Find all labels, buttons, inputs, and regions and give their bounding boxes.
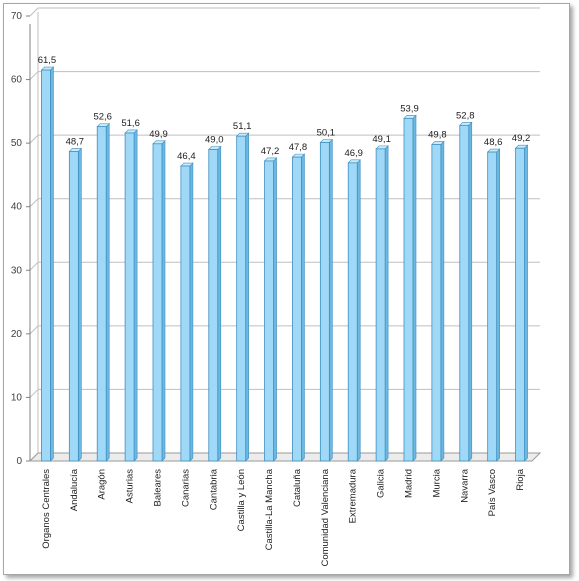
y-tick-label: 70: [11, 11, 23, 22]
category-label: Rioja: [515, 468, 526, 490]
bar-side: [496, 148, 500, 462]
bar: [264, 160, 274, 462]
category-label: Murcia: [431, 468, 442, 497]
data-labels: 61,5 48,7 52,6 51,6 49,9 46,4 49,0 51,1 47,2 47,8…: [38, 55, 531, 162]
bar-side: [384, 145, 389, 462]
bar: [292, 156, 302, 462]
data-label: 51,6: [121, 118, 140, 129]
bar-side: [329, 138, 333, 462]
y-tick-label: 0: [16, 456, 22, 467]
category-label: Cataluña: [292, 468, 303, 507]
bar-side: [245, 132, 249, 462]
bar: [180, 165, 191, 462]
bar: [152, 143, 163, 462]
gridline-depth: [29, 198, 39, 208]
bar-side: [468, 121, 473, 462]
gridline-depth: [29, 389, 39, 398]
bar-side: [217, 145, 222, 462]
y-tick-label: 50: [11, 138, 23, 149]
category-label: País Vasco: [487, 469, 498, 516]
category-label: Organos Centrales: [41, 469, 52, 549]
gridline-depth: [29, 325, 39, 335]
data-label: 53,9: [400, 103, 419, 114]
bar: [68, 151, 79, 462]
category-label: Galicia: [376, 468, 387, 498]
category-label: Navarra: [459, 468, 470, 503]
gridline-depth: [29, 261, 39, 271]
gridlines: [29, 7, 540, 462]
bar: [347, 162, 358, 462]
category-label: Canarias: [180, 469, 191, 507]
y-tick-label: 60: [11, 75, 23, 86]
bar: [487, 151, 498, 462]
category-label: Castilla-La Mancha: [264, 468, 275, 550]
bar-side: [161, 140, 166, 462]
data-label: 49,1: [372, 134, 391, 145]
bar-side: [440, 140, 445, 462]
bar-side: [189, 162, 194, 462]
bar-side: [78, 147, 82, 462]
bar: [319, 142, 330, 462]
bar-side: [50, 66, 54, 462]
bar-side: [133, 129, 138, 462]
data-label: 52,8: [456, 110, 475, 121]
bar: [403, 117, 414, 462]
bar: [375, 148, 386, 462]
gridline-depth: [29, 7, 39, 17]
category-label: Aragón: [97, 469, 108, 500]
bar: [124, 132, 135, 462]
data-label: 49,8: [428, 129, 447, 140]
data-label: 61,5: [38, 55, 57, 66]
gridline-depth: [29, 71, 39, 80]
category-label: Asturias: [125, 469, 136, 504]
category-label: Extremadura: [348, 468, 359, 523]
bar-side: [301, 153, 305, 462]
category-label: Castilla y León: [236, 469, 247, 531]
bar: [208, 149, 219, 462]
data-label: 48,6: [484, 137, 503, 148]
bar-side: [273, 157, 277, 462]
bar: [515, 147, 525, 462]
data-label: 51,1: [233, 121, 252, 132]
data-label: 49,2: [512, 133, 531, 144]
data-label: 46,4: [177, 151, 196, 162]
bar-side: [412, 114, 417, 462]
bar: [459, 124, 470, 462]
bar: [41, 69, 51, 462]
data-label: 50,1: [317, 128, 336, 139]
y-tick-label: 20: [11, 329, 23, 340]
bar: [96, 126, 107, 462]
gridline-depth: [29, 134, 39, 144]
category-labels: Organos Centrales Andalucía Aragón Asturias…: [41, 468, 526, 566]
category-label: Madrid: [404, 469, 415, 498]
data-label: 46,9: [344, 148, 363, 159]
category-label: Andalucía: [69, 468, 80, 511]
bar: [431, 144, 442, 462]
bar-side: [105, 122, 110, 462]
bar: [236, 135, 247, 462]
bar-side: [524, 144, 528, 462]
category-label: Comunidad Valenciana: [320, 468, 331, 566]
y-tick-label: 30: [11, 265, 23, 276]
y-tick-label: 40: [11, 202, 23, 213]
data-label: 47,8: [289, 142, 308, 153]
data-label: 48,7: [66, 136, 85, 147]
category-label: Cantabria: [208, 468, 219, 510]
category-label: Baleares: [153, 469, 164, 507]
data-label: 49,9: [149, 129, 168, 140]
y-tick-label: 10: [11, 392, 23, 403]
data-label: 47,2: [261, 146, 280, 157]
bar-side: [356, 159, 361, 462]
bars: [40, 66, 529, 462]
data-label: 52,6: [93, 112, 112, 123]
data-label: 49,0: [205, 135, 224, 146]
